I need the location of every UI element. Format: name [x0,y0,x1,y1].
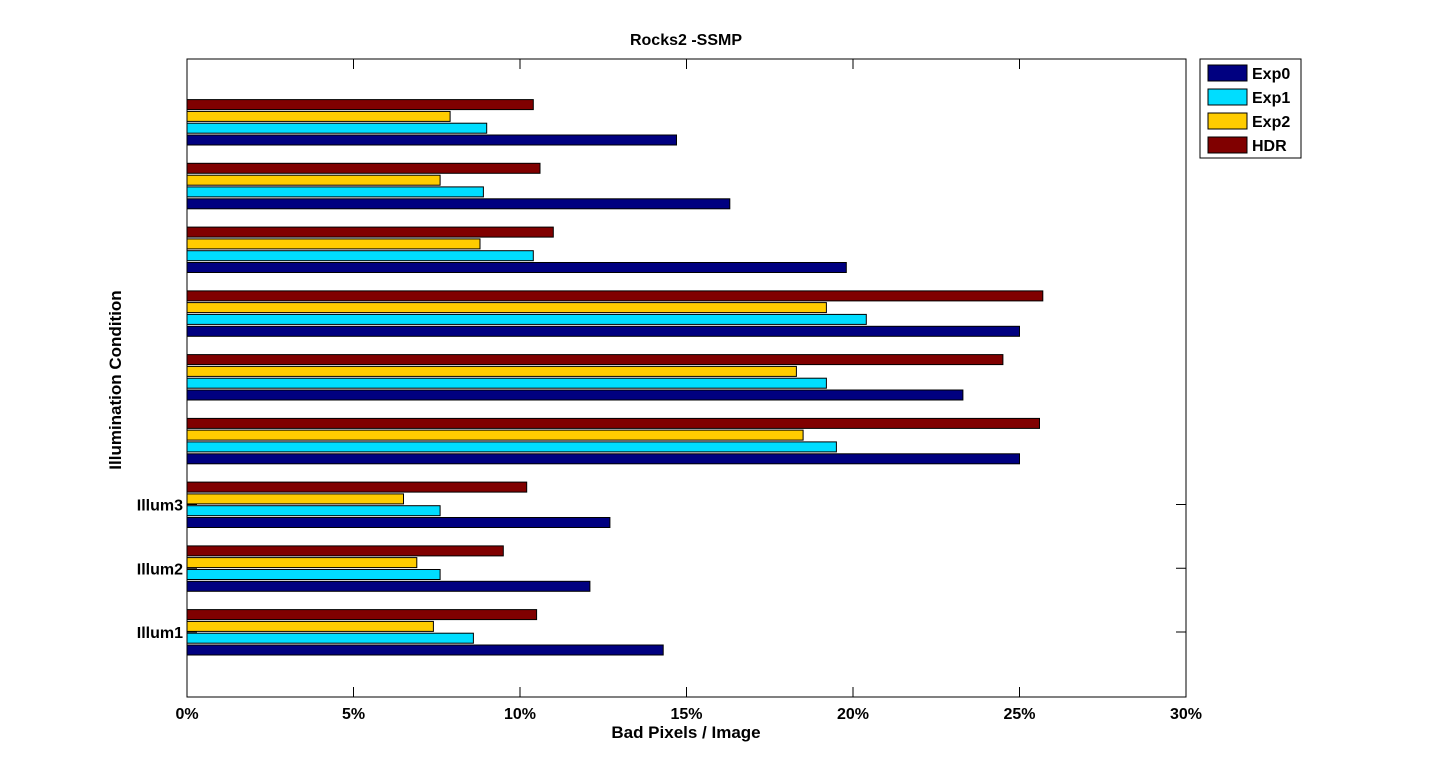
x-axis-label: Bad Pixels / Image [611,723,760,742]
bar-exp2-group4 [186,429,804,441]
legend-swatch-exp1 [1207,88,1248,106]
y-axis-label: Illumination Condition [106,290,125,469]
axis-ticks: Illum1 Illum2 Illum3 0% 5% 10% 15% 20% 25% 30% [137,59,1202,723]
bar-exp1-group9 [186,122,488,134]
bar-exp0-group5 [186,389,964,401]
bar-exp1-group8 [186,186,484,198]
bar-exp1-illum3 [186,505,441,517]
bar-hdr-group7 [186,226,554,238]
bar-exp1-illum1 [186,632,474,644]
y-tick-label-illum3: Illum3 [137,498,183,515]
x-tick-label: 25% [1003,706,1035,723]
bar-exp2-group5 [186,365,797,377]
legend-swatch-hdr [1207,136,1248,154]
bar-exp2-illum1 [186,620,434,632]
bar-exp2-group7 [186,238,481,250]
bar-hdr-illum1 [186,609,538,621]
legend-swatch-exp0 [1207,64,1248,82]
bar-exp0-group7 [186,262,847,273]
bar-exp1-group5 [186,377,827,389]
bar-hdr-group4 [186,417,1040,429]
bar-exp2-group6 [186,302,827,314]
bar-exp1-group4 [186,441,837,453]
bar-hdr-illum2 [186,545,504,557]
x-tick-label: 30% [1170,706,1202,723]
x-tick-label: 10% [504,706,536,723]
x-tick-label: 15% [670,706,702,723]
bar-exp1-group6 [186,313,867,325]
x-tick-label: 5% [342,706,365,723]
bar-exp0-group9 [186,134,677,146]
bar-exp2-illum2 [186,557,418,569]
bar-exp0-group6 [186,325,1020,337]
y-tick-label-illum2: Illum2 [137,561,183,578]
bar-exp1-group7 [186,250,534,262]
legend-label-hdr: HDR [1252,138,1287,155]
x-tick-label: 20% [837,706,869,723]
bar-exp0-illum2 [186,580,591,592]
bar-exp2-illum3 [186,493,404,505]
bar-exp0-illum3 [186,517,611,528]
legend-label-exp0: Exp0 [1252,66,1290,83]
bar-exp0-group4 [186,453,1020,465]
chart-title: Rocks2 -SSMP [630,32,742,49]
bar-exp1-illum2 [186,569,441,580]
bars-layer [186,99,1044,656]
bar-hdr-group9 [186,99,534,111]
legend-swatch-exp2 [1207,112,1248,130]
bar-exp0-group8 [186,198,731,210]
bar-hdr-group5 [186,354,1004,366]
legend-label-exp1: Exp1 [1252,90,1290,107]
legend-label-exp2: Exp2 [1252,114,1290,131]
bar-hdr-group8 [186,162,541,174]
bar-hdr-illum3 [186,481,528,493]
bar-hdr-group6 [186,290,1044,302]
legend: Exp0 Exp1 Exp2 HDR [1199,58,1302,159]
x-tick-label: 0% [175,706,198,723]
bar-exp0-illum1 [186,644,664,656]
bar-exp2-group9 [186,110,451,122]
y-tick-label-illum1: Illum1 [137,625,183,642]
bar-exp2-group8 [186,174,441,186]
